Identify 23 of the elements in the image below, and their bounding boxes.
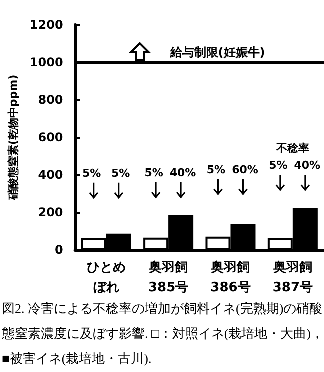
y-tick-label: 600 [38,130,64,144]
x-tick-label: ひとめぼれ [86,260,126,296]
y-tick-label: 400 [38,168,64,182]
y-tick-label: 200 [38,206,64,220]
annotation: 40% [170,166,196,180]
ref-line-label: 給与制限(妊娠牛) [169,46,266,60]
y-axis-title: 硝酸態窒素(乾物中ppm) [7,74,20,202]
x-tick-label: 奥羽飼386号 [210,260,251,296]
x-tick-label: 奥羽飼385号 [148,260,189,296]
y-tick-label: 0 [54,243,64,257]
annotation: 5% [82,166,102,180]
annotation: 40% [294,159,321,172]
y-tick-label: 1000 [30,56,64,70]
annotation: 60% [232,163,258,176]
y-tick-label: 800 [38,93,64,107]
y-tick-label: 1200 [30,18,64,32]
caption: 図2. 冷害による不稔率の増加が飼料イネ(完熟期)の硝酸態窒素濃度に及ぼす影響. □：対照イネ(栽培地・大曲)， ■被害イネ(栽培地・古川). [2,300,324,368]
annotation: 不稔率 [275,142,310,156]
annotation: 5% [269,159,288,172]
annotation: 5% [206,163,226,176]
x-tick-label: 奥羽飼387号 [272,260,313,296]
annotation: 5% [112,166,130,180]
annotation: 5% [144,166,164,180]
